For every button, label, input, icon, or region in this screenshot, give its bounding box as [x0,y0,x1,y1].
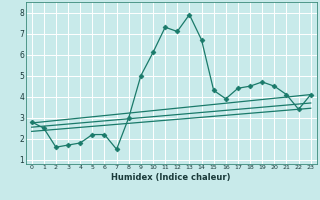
X-axis label: Humidex (Indice chaleur): Humidex (Indice chaleur) [111,173,231,182]
